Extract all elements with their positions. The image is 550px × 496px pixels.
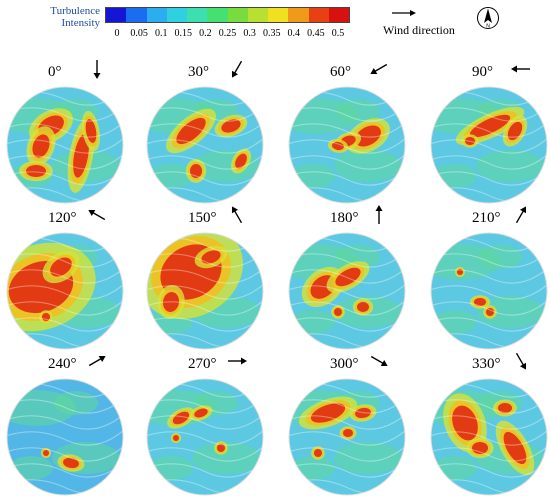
- turbulence-map-disk: [6, 86, 124, 204]
- colorbar-tick-label: 0.25: [218, 28, 237, 39]
- colorbar-segment: [126, 8, 147, 22]
- wind-angle-panel: 0°: [6, 58, 126, 204]
- turbulence-map-disk: [6, 232, 124, 350]
- colorbar-tick-label: 0.15: [174, 28, 193, 39]
- wind-direction-label: Wind direction: [383, 23, 455, 37]
- colorbar-segment: [268, 8, 289, 22]
- wind-angle-label: 60°: [330, 64, 351, 80]
- wind-angle-panel: 60°: [288, 58, 408, 204]
- turbulence-map-disk: [288, 86, 406, 204]
- north-arrow-icon: N: [477, 7, 499, 30]
- wind-angle-label: 120°: [48, 210, 77, 226]
- wind-angle-panel: 270°: [146, 350, 266, 496]
- wind-direction-legend: Wind direction: [383, 8, 463, 38]
- legend-title: Turbulence Intensity: [50, 5, 100, 29]
- wind-angle-panel: 30°: [146, 58, 266, 204]
- colorbar-segment: [288, 8, 309, 22]
- colorbar-tick-label: 0.45: [307, 28, 325, 39]
- turbulence-map-disk: [430, 232, 548, 350]
- wind-angle-label: 0°: [48, 64, 62, 80]
- colorbar-segment: [187, 8, 208, 22]
- legend-title-line1: Turbulence: [50, 5, 100, 17]
- wind-angle-label: 300°: [330, 356, 359, 372]
- turbulence-map-disk: [430, 378, 548, 496]
- wind-angle-panel: 180°: [288, 204, 408, 350]
- wind-angle-panel: 240°: [6, 350, 126, 496]
- turbulence-map-disk: [288, 232, 406, 350]
- colorbar-segment: [328, 8, 349, 22]
- wind-direction-arrow-icon: [511, 65, 530, 73]
- wind-direction-arrow-icon: [375, 205, 383, 224]
- colorbar-tick-label: 0.1: [154, 28, 168, 39]
- wind-direction-arrow-icon: [88, 209, 106, 221]
- wind-angle-label: 240°: [48, 356, 77, 372]
- wind-angle-label: 150°: [188, 210, 217, 226]
- wind-angle-label: 90°: [472, 64, 493, 80]
- wind-angle-label: 330°: [472, 356, 501, 372]
- wind-direction-arrow-icon: [515, 206, 527, 224]
- colorbar-tick-label: 0: [114, 28, 120, 39]
- wind-direction-arrow-icon: [228, 357, 247, 365]
- colorbar-segment: [247, 8, 268, 22]
- wind-direction-arrow-icon: [93, 60, 101, 79]
- colorbar-segment: [308, 8, 329, 22]
- wind-angle-panel: 210°: [430, 204, 550, 350]
- wind-angle-label: 180°: [330, 210, 359, 226]
- colorbar: [105, 7, 350, 23]
- colorbar-tick-label: 0.3: [243, 28, 256, 39]
- colorbar-tick-label: 0.35: [262, 28, 281, 39]
- turbulence-map-disk: [6, 378, 124, 496]
- wind-direction-arrow-icon: [370, 63, 388, 75]
- colorbar-tick-label: 0.5: [331, 28, 345, 39]
- svg-text:N: N: [486, 24, 490, 30]
- wind-angle-panel: 90°: [430, 58, 550, 204]
- wind-direction-arrow-icon: [515, 352, 527, 370]
- wind-angle-panel: 120°: [6, 204, 126, 350]
- colorbar-segment: [146, 8, 167, 22]
- wind-direction-arrow-icon: [370, 355, 388, 367]
- turbulence-map-disk: [146, 232, 264, 350]
- turbulence-map-disk: [288, 378, 406, 496]
- wind-angle-panel: 150°: [146, 204, 266, 350]
- wind-direction-arrow-icon: [231, 206, 243, 224]
- arrow-right-icon: [392, 10, 416, 16]
- turbulence-map-disk: [146, 86, 264, 204]
- turbulence-map-disk: [146, 378, 264, 496]
- turbulence-map-disk: [430, 86, 548, 204]
- colorbar-segment: [227, 8, 248, 22]
- wind-angle-label: 270°: [188, 356, 217, 372]
- wind-direction-arrow-icon: [88, 355, 106, 367]
- wind-angle-panel: 300°: [288, 350, 408, 496]
- colorbar-tick-label: 0.05: [130, 28, 148, 39]
- colorbar-tick-label: 0.2: [199, 28, 212, 39]
- wind-angle-panel: 330°: [430, 350, 550, 496]
- colorbar-ticks: 0 0.05 0.1 0.15 0.2 0.25 0.3 0.35 0.4 0.45 0.5: [105, 28, 350, 40]
- wind-angle-label: 30°: [188, 64, 209, 80]
- colorbar-tick-label: 0.4: [287, 28, 301, 39]
- wind-direction-arrow-icon: [231, 60, 243, 78]
- colorbar-segment: [166, 8, 187, 22]
- colorbar-segment: [207, 8, 228, 22]
- wind-angle-label: 210°: [472, 210, 501, 226]
- colorbar-segment: [106, 8, 127, 22]
- legend-title-line2: Intensity: [61, 17, 101, 29]
